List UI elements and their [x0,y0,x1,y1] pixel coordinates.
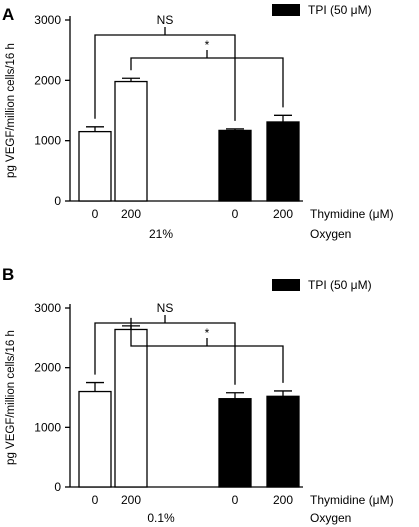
chart-panel-b: Bpg VEGF/million cells/16 h0100020003000… [2,265,394,525]
x-tick-label: 0 [232,207,239,221]
x-tick-label: 0 [232,493,239,507]
y-tick-label: 3000 [34,301,61,315]
panel-letter: B [2,265,14,284]
x-tick-label: 200 [121,207,141,221]
x-tick-label: 200 [121,493,141,507]
y-tick-label: 2000 [34,73,61,87]
bar-4 [266,121,300,202]
oxygen-label: Oxygen [310,227,351,241]
y-tick-label: 1000 [34,420,61,434]
x-axis-label: Thymidine (μM) [310,207,394,221]
bar-2 [114,80,148,202]
legend-label: TPI (50 μM) [308,3,372,17]
y-axis-label: pg VEGF/million cells/16 h [5,43,17,178]
x-axis-label: Thymidine (μM) [310,493,394,507]
bar-3 [218,398,252,488]
significance-label: NS [157,13,174,27]
y-axis-label: pg VEGF/million cells/16 h [5,330,17,465]
bar-1 [78,130,112,202]
significance-label: * [205,326,210,340]
significance-label: * [205,38,210,52]
panel-letter: A [2,5,14,24]
oxygen-value: 21% [149,227,173,241]
bar-4 [266,395,300,488]
x-tick-label: 200 [273,493,293,507]
oxygen-label: Oxygen [310,511,351,525]
x-tick-label: 0 [92,207,99,221]
oxygen-value: 0.1% [147,511,175,525]
y-tick-label: 1000 [34,134,61,148]
chart-panel-a: Apg VEGF/million cells/16 h0100020003000… [2,3,394,241]
y-tick-label: 2000 [34,361,61,375]
legend-swatch [272,279,300,291]
x-tick-label: 200 [273,207,293,221]
y-tick-label: 0 [54,480,61,494]
bar-1 [78,390,112,488]
y-tick-label: 0 [54,194,61,208]
significance-label: NS [157,301,174,315]
legend-label: TPI (50 μM) [308,278,372,292]
bar-3 [218,129,252,202]
legend-swatch [272,4,300,16]
y-tick-label: 3000 [34,13,61,27]
significance-bracket [130,57,284,108]
x-tick-label: 0 [92,493,99,507]
bar-2 [114,328,148,488]
